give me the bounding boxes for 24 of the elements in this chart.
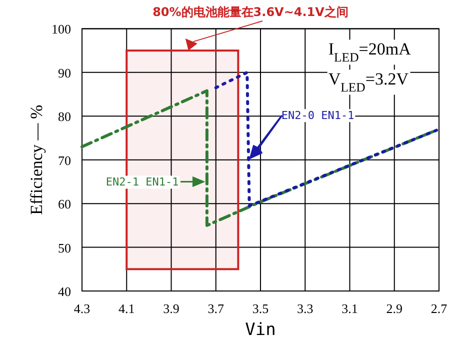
x-tick-label: 4.1: [118, 301, 135, 316]
x-axis-title: Vin: [245, 320, 276, 340]
line-series: [214, 70, 438, 208]
band-label: 80%的电池能量在3.6V~4.1V之间: [152, 5, 348, 19]
y-tick-label: 100: [52, 22, 71, 37]
x-tick-label: 4.3: [74, 301, 90, 316]
y-tick-label: 40: [58, 284, 71, 299]
annotation: I$_{LED}$=20mA: [328, 40, 412, 65]
x-tick-label: 3.5: [252, 301, 269, 316]
x-tick-label: 3.3: [297, 301, 314, 316]
y-tick-label: 50: [58, 240, 71, 256]
x-tick-label: 3.1: [342, 301, 358, 316]
annotation: EN2-0 EN1-1: [281, 109, 354, 122]
annotation: V$_{LED}$=3.2V: [328, 70, 410, 95]
x-tick-label: 2.9: [386, 301, 402, 316]
y-axis-title: Efficiency — %: [27, 104, 46, 215]
y-tick-label: 90: [58, 65, 71, 80]
annotation: EN2-1 EN1-1: [106, 176, 179, 189]
x-tick-label: 2.7: [430, 301, 448, 316]
y-tick-label: 80: [58, 109, 71, 124]
x-tick-label: 3.9: [163, 301, 180, 316]
y-tick-label: 70: [58, 152, 71, 168]
y-tick-label: 60: [58, 196, 71, 212]
x-tick-label: 3.7: [208, 301, 224, 316]
